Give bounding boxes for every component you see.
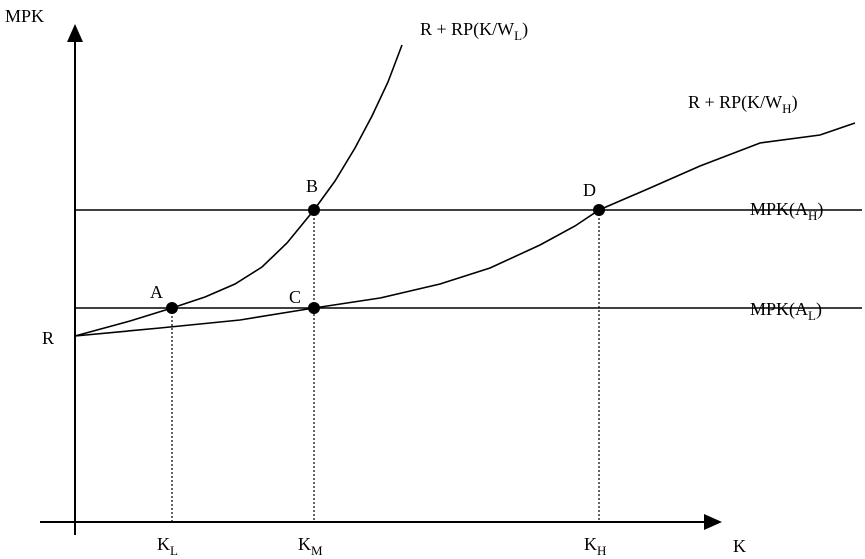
subscript: L (170, 543, 178, 558)
curve-low-wealth (74, 44, 403, 337)
point (166, 302, 178, 314)
text: MPK(A (750, 199, 808, 220)
text: R + RP(K/W (688, 92, 782, 113)
point-label: D (583, 180, 596, 200)
text: K (298, 534, 311, 554)
text: K (157, 534, 170, 554)
drop-lines (171, 210, 600, 522)
x-axis-label: K (733, 536, 746, 556)
text: K (584, 534, 597, 554)
text: ) (522, 19, 528, 40)
subscript: H (782, 101, 791, 116)
subscript: H (597, 543, 606, 558)
point (593, 204, 605, 216)
points (166, 204, 605, 314)
text: ) (816, 299, 822, 320)
text: R + RP(K/W (420, 19, 514, 40)
point-label: A (150, 282, 163, 302)
point (308, 302, 320, 314)
text: ) (792, 92, 798, 113)
x-mark-label: KH (584, 534, 606, 558)
subscript: M (311, 543, 323, 558)
point-label: C (289, 287, 301, 307)
point-label: B (306, 176, 318, 196)
text: MPK(A (750, 299, 808, 320)
line-label: MPK(AH) (750, 199, 823, 223)
curve-label: R + RP(K/WL) (420, 19, 528, 43)
text: ) (817, 199, 823, 220)
point (308, 204, 320, 216)
curve-high-wealth (74, 122, 856, 337)
curve-label: R + RP(K/WH) (688, 92, 798, 116)
subscript: L (514, 28, 522, 43)
y-axis-label: MPK (5, 6, 44, 26)
subscript: H (808, 208, 817, 223)
x-mark-label: KL (157, 534, 178, 558)
origin-label: R (42, 328, 54, 348)
line-label: MPK(AL) (750, 299, 822, 323)
subscript: L (808, 308, 816, 323)
x-mark-label: KM (298, 534, 323, 558)
